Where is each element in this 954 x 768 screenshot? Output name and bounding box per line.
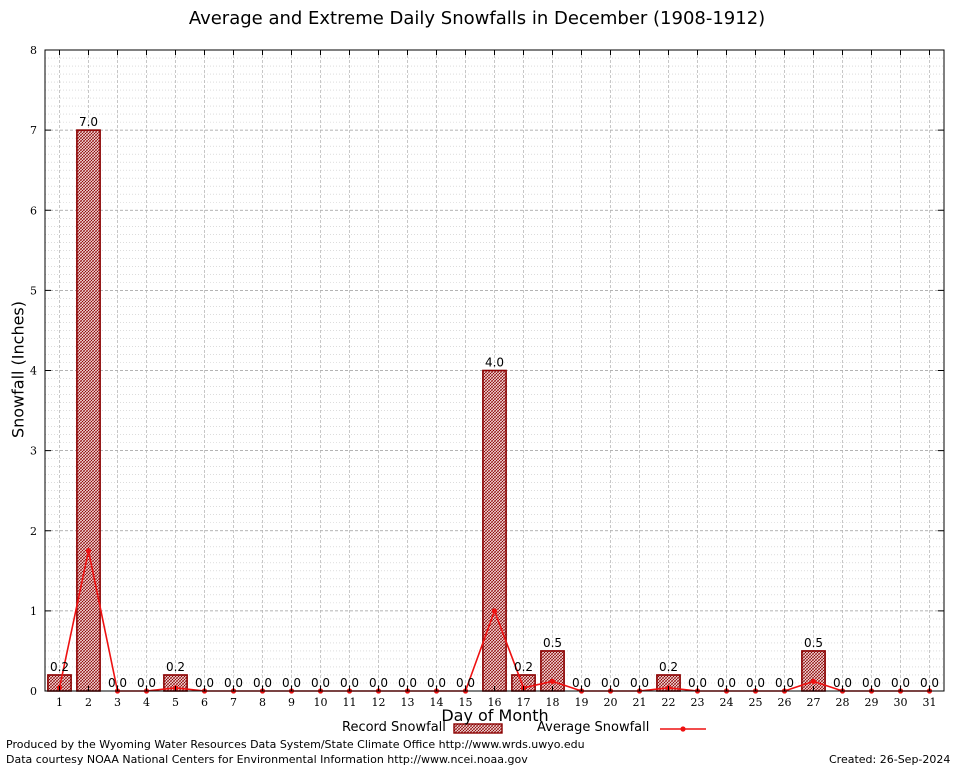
legend-record-label: Record Snowfall	[342, 720, 446, 735]
average-point	[549, 678, 556, 684]
x-tick-label: 27	[807, 696, 821, 709]
y-tick-label: 6	[30, 204, 37, 217]
bar-value-label: 0.0	[282, 676, 301, 690]
footer-produced-by: Produced by the Wyoming Water Resources …	[6, 738, 585, 751]
record-bar	[76, 129, 101, 692]
bar-value-label: 0.0	[253, 676, 272, 690]
y-tick-label: 7	[30, 124, 37, 137]
bar-value-label: 0.0	[891, 676, 910, 690]
y-tick-label: 2	[30, 525, 37, 538]
x-tick-label: 18	[546, 696, 560, 709]
x-tick-label: 22	[662, 696, 676, 709]
x-tick-label: 3	[114, 696, 121, 709]
x-tick-label: 10	[314, 696, 328, 709]
legend-record-swatch	[453, 723, 503, 734]
x-tick-label: 17	[517, 696, 531, 709]
y-tick-label: 3	[30, 445, 37, 458]
bar-value-label: 0.0	[920, 676, 939, 690]
bar-value-label: 0.0	[137, 676, 156, 690]
x-tick-label: 16	[488, 696, 502, 709]
average-point	[85, 548, 92, 554]
x-tick-label: 23	[691, 696, 705, 709]
bar-value-label: 0.0	[195, 676, 214, 690]
bar-value-label: 0.0	[398, 676, 417, 690]
bar-value-label: 0.0	[572, 676, 591, 690]
record-bar	[482, 369, 507, 692]
bar-series	[47, 129, 826, 692]
bar-value-label: 0.2	[50, 660, 69, 674]
x-axis-label: Day of Month	[441, 706, 549, 725]
bar-value-label: 0.0	[601, 676, 620, 690]
x-tick-label: 24	[720, 696, 734, 709]
x-tick-label: 15	[459, 696, 473, 709]
x-tick-label: 30	[894, 696, 908, 709]
legend-average-swatch-point	[680, 726, 686, 732]
x-tick-label: 13	[401, 696, 415, 709]
x-tick-label: 8	[259, 696, 266, 709]
legend	[453, 723, 706, 734]
x-tick-label: 1	[56, 696, 63, 709]
bar-value-label: 0.2	[514, 660, 533, 674]
bar-value-label: 0.0	[833, 676, 852, 690]
bar-value-label: 0.0	[369, 676, 388, 690]
y-tick-label: 5	[30, 284, 37, 297]
bar-value-label: 0.0	[224, 676, 243, 690]
bar-value-label: 0.0	[311, 676, 330, 690]
bar-value-label: 0.0	[340, 676, 359, 690]
bar-value-label: 4.0	[485, 356, 504, 370]
bar-value-label: 0.0	[717, 676, 736, 690]
data-labels: 0.2 7.0 0.0 0.0 0.2 0.0 0.0 0.0 0.0 0.0 0.0 0.0 0.0 0…	[50, 115, 939, 690]
bar-value-label: 0.0	[688, 676, 707, 690]
record-bar	[540, 650, 565, 692]
x-tick-label: 19	[575, 696, 589, 709]
bar-value-label: 0.0	[746, 676, 765, 690]
y-tick-label: 1	[30, 605, 37, 618]
x-tick-label: 11	[343, 696, 357, 709]
x-tick-label: 5	[172, 696, 179, 709]
bar-value-label: 0.0	[427, 676, 446, 690]
bar-value-label: 7.0	[79, 115, 98, 129]
average-point	[810, 678, 817, 684]
y-tick-label: 0	[30, 685, 37, 698]
bar-value-label: 0.0	[630, 676, 649, 690]
x-tick-label: 4	[143, 696, 150, 709]
x-tick-label: 31	[923, 696, 937, 709]
grid-lines	[45, 49, 944, 692]
x-tick-label: 7	[230, 696, 237, 709]
bar-value-label: 0.2	[659, 660, 678, 674]
bar-value-label: 0.5	[804, 636, 823, 650]
x-tick-label: 29	[865, 696, 879, 709]
bar-value-label: 0.0	[775, 676, 794, 690]
x-tick-label: 21	[633, 696, 647, 709]
footer-created: Created: 26-Sep-2024	[829, 753, 951, 766]
y-tick-label: 8	[30, 44, 37, 57]
x-tick-label: 25	[749, 696, 763, 709]
record-bar	[801, 650, 826, 692]
bar-value-label: 0.2	[166, 660, 185, 674]
legend-average-label: Average Snowfall	[537, 720, 650, 735]
x-tick-label: 9	[288, 696, 295, 709]
x-tick-label: 12	[372, 696, 386, 709]
footer-courtesy: Data courtesy NOAA National Centers for …	[6, 753, 528, 766]
chart-title: Average and Extreme Daily Snowfalls in D…	[188, 8, 766, 29]
x-tick-label: 28	[836, 696, 850, 709]
y-axis-label: Snowfall (Inches)	[8, 300, 28, 439]
x-tick-label: 6	[201, 696, 208, 709]
bar-value-label: 0.0	[862, 676, 881, 690]
x-tick-label: 2	[85, 696, 92, 709]
y-tick-label: 4	[30, 365, 37, 378]
x-tick-label: 20	[604, 696, 618, 709]
bar-value-label: 0.5	[543, 636, 562, 650]
bar-value-label: 0.0	[456, 676, 475, 690]
average-point	[491, 608, 498, 614]
x-tick-label: 14	[430, 696, 444, 709]
bar-value-label: 0.0	[108, 676, 127, 690]
x-tick-label: 26	[778, 696, 792, 709]
